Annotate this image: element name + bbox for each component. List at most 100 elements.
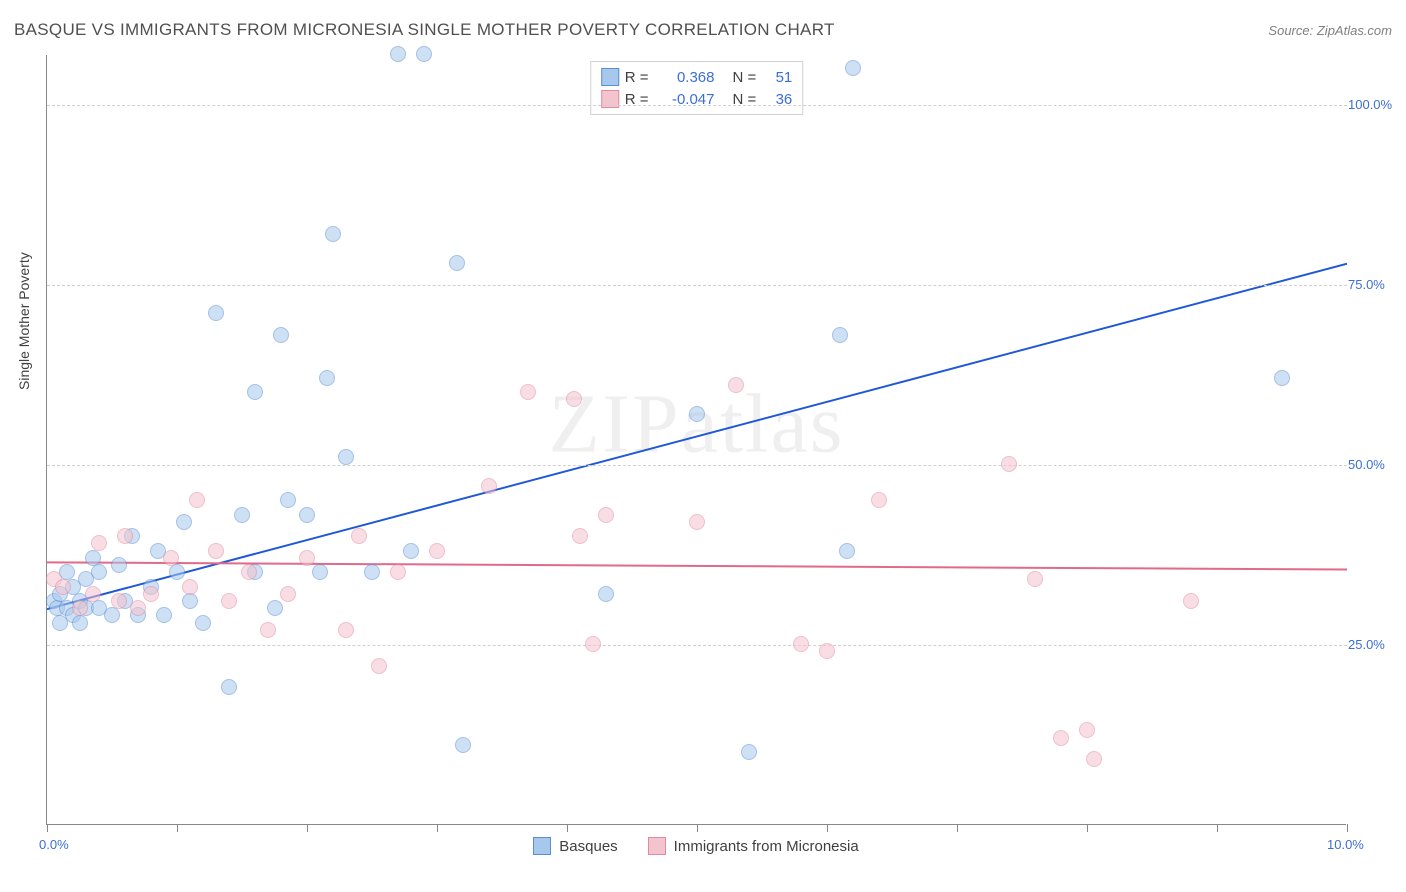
data-point xyxy=(728,377,744,393)
data-point xyxy=(163,550,179,566)
data-point xyxy=(390,564,406,580)
legend-swatch xyxy=(533,837,551,855)
data-point xyxy=(72,600,88,616)
legend-swatch xyxy=(601,68,619,86)
data-point xyxy=(741,744,757,760)
data-point xyxy=(111,593,127,609)
data-point xyxy=(72,615,88,631)
data-point xyxy=(819,643,835,659)
data-point xyxy=(234,507,250,523)
data-point xyxy=(338,622,354,638)
data-point xyxy=(1183,593,1199,609)
data-point xyxy=(182,593,198,609)
data-point xyxy=(208,305,224,321)
data-point xyxy=(299,550,315,566)
y-tick-label: 75.0% xyxy=(1348,277,1392,292)
data-point xyxy=(1086,751,1102,767)
y-tick-label: 25.0% xyxy=(1348,637,1392,652)
x-tick xyxy=(177,824,178,832)
data-point xyxy=(325,226,341,242)
x-tick xyxy=(567,824,568,832)
chart-container: Single Mother Poverty ZIPatlas R =0.368N… xyxy=(46,55,1390,825)
gridline xyxy=(47,285,1347,286)
data-point xyxy=(403,543,419,559)
data-point xyxy=(221,593,237,609)
x-tick xyxy=(437,824,438,832)
series-legend-item: Basques xyxy=(533,837,617,855)
correlation-legend-row: R =0.368N =51 xyxy=(601,66,793,88)
gridline xyxy=(47,645,1347,646)
data-point xyxy=(221,679,237,695)
data-point xyxy=(189,492,205,508)
data-point xyxy=(585,636,601,652)
plot-area: ZIPatlas R =0.368N =51R =-0.047N =36 25.… xyxy=(46,55,1346,825)
n-value: 51 xyxy=(762,69,792,86)
y-axis-label: Single Mother Poverty xyxy=(16,252,32,390)
data-point xyxy=(598,507,614,523)
data-point xyxy=(208,543,224,559)
y-tick-label: 50.0% xyxy=(1348,457,1392,472)
data-point xyxy=(520,384,536,400)
data-point xyxy=(280,586,296,602)
data-point xyxy=(55,579,71,595)
x-tick xyxy=(957,824,958,832)
data-point xyxy=(241,564,257,580)
data-point xyxy=(566,391,582,407)
data-point xyxy=(689,514,705,530)
data-point xyxy=(793,636,809,652)
y-tick-label: 100.0% xyxy=(1348,97,1392,112)
data-point xyxy=(390,46,406,62)
data-point xyxy=(85,586,101,602)
data-point xyxy=(832,327,848,343)
data-point xyxy=(299,507,315,523)
series-legend: Basques Immigrants from Micronesia xyxy=(46,837,1346,855)
data-point xyxy=(1001,456,1017,472)
watermark: ZIPatlas xyxy=(549,376,845,473)
x-tick xyxy=(1087,824,1088,832)
gridline xyxy=(47,105,1347,106)
data-point xyxy=(429,543,445,559)
data-point xyxy=(1027,571,1043,587)
data-point xyxy=(91,535,107,551)
data-point xyxy=(871,492,887,508)
data-point xyxy=(267,600,283,616)
x-tick xyxy=(47,824,48,832)
data-point xyxy=(176,514,192,530)
data-point xyxy=(364,564,380,580)
data-point xyxy=(182,579,198,595)
x-tick xyxy=(1217,824,1218,832)
source-link[interactable]: ZipAtlas.com xyxy=(1317,23,1392,38)
x-tick xyxy=(697,824,698,832)
data-point xyxy=(280,492,296,508)
data-point xyxy=(371,658,387,674)
data-point xyxy=(91,564,107,580)
data-point xyxy=(1274,370,1290,386)
correlation-legend-row: R =-0.047N =36 xyxy=(601,88,793,110)
data-point xyxy=(1053,730,1069,746)
data-point xyxy=(104,607,120,623)
x-tick xyxy=(307,824,308,832)
series-name: Immigrants from Micronesia xyxy=(674,838,859,855)
data-point xyxy=(449,255,465,271)
data-point xyxy=(117,528,133,544)
data-point xyxy=(416,46,432,62)
data-point xyxy=(156,607,172,623)
correlation-legend: R =0.368N =51R =-0.047N =36 xyxy=(590,61,804,115)
data-point xyxy=(247,384,263,400)
data-point xyxy=(273,327,289,343)
data-point xyxy=(689,406,705,422)
gridline xyxy=(47,465,1347,466)
data-point xyxy=(481,478,497,494)
chart-title: BASQUE VS IMMIGRANTS FROM MICRONESIA SIN… xyxy=(14,20,835,40)
trendlines-layer xyxy=(47,55,1347,825)
data-point xyxy=(143,586,159,602)
legend-swatch xyxy=(648,837,666,855)
data-point xyxy=(338,449,354,465)
data-point xyxy=(319,370,335,386)
x-tick xyxy=(827,824,828,832)
data-point xyxy=(169,564,185,580)
data-point xyxy=(455,737,471,753)
series-name: Basques xyxy=(559,838,617,855)
data-point xyxy=(598,586,614,602)
data-point xyxy=(130,600,146,616)
